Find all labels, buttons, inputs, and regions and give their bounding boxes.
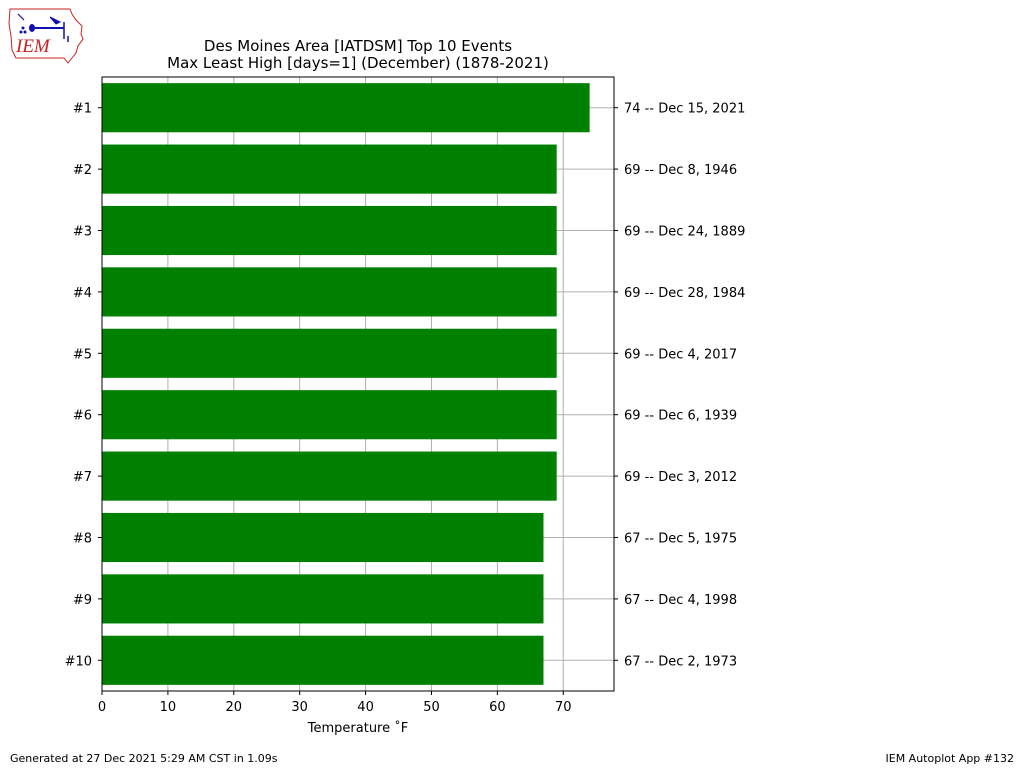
right-tick-label: 69 -- Dec 3, 2012 bbox=[624, 470, 737, 485]
y-tick-label: #8 bbox=[73, 532, 92, 547]
x-tick-label: 10 bbox=[160, 700, 177, 715]
x-tick-label: 0 bbox=[98, 700, 106, 715]
bar bbox=[102, 144, 557, 194]
iem-logo-text: IEM bbox=[15, 36, 51, 57]
y-axis: #1 #2 #3 #4 #5 #6 #7 #8 #9 #10 bbox=[65, 102, 102, 669]
right-tick-label: 69 -- Dec 28, 1984 bbox=[624, 286, 745, 301]
bar bbox=[102, 512, 544, 563]
right-tick-label: 69 -- Dec 4, 2017 bbox=[624, 347, 737, 362]
bars bbox=[102, 83, 590, 685]
right-tick-label: 74 -- Dec 15, 2021 bbox=[624, 102, 745, 117]
weather-symbols-icon bbox=[17, 13, 69, 42]
chart-title-line2: Max Least High [days=1] (December) (1878… bbox=[167, 54, 549, 72]
x-tick-label: 20 bbox=[226, 700, 243, 715]
footer-generated: Generated at 27 Dec 2021 5:29 AM CST in … bbox=[10, 752, 278, 765]
bar bbox=[102, 451, 557, 501]
footer-app-id: IEM Autoplot App #132 bbox=[885, 752, 1015, 765]
right-labels: 74 -- Dec 15, 2021 69 -- Dec 8, 1946 69 --… bbox=[614, 102, 745, 669]
y-tick-label: #9 bbox=[73, 593, 92, 608]
bar bbox=[102, 328, 557, 378]
y-tick-label: #2 bbox=[73, 163, 92, 178]
y-tick-label: #6 bbox=[73, 409, 92, 424]
x-tick-label: 50 bbox=[423, 700, 440, 715]
iowa-outline-icon bbox=[8, 8, 84, 64]
bar bbox=[102, 635, 544, 685]
x-tick-label: 60 bbox=[489, 700, 506, 715]
y-tick-label: #5 bbox=[73, 347, 92, 362]
iem-logo: IEM bbox=[8, 8, 84, 64]
right-tick-label: 67 -- Dec 4, 1998 bbox=[624, 593, 737, 608]
bar bbox=[102, 83, 590, 133]
y-tick-label: #3 bbox=[73, 225, 92, 240]
plot-frame bbox=[101, 76, 615, 692]
x-tick-label: 40 bbox=[357, 700, 374, 715]
y-tick-label: #4 bbox=[73, 286, 92, 301]
x-tick-label: 30 bbox=[291, 700, 308, 715]
y-tick-label: #10 bbox=[65, 654, 92, 669]
right-tick-label: 67 -- Dec 2, 1973 bbox=[624, 654, 737, 669]
x-tick-label: 70 bbox=[555, 700, 572, 715]
y-tick-label: #1 bbox=[73, 102, 92, 117]
x-axis-label: Temperature ˚F bbox=[307, 720, 408, 736]
chart-title-line1: Des Moines Area [IATDSM] Top 10 Events bbox=[203, 37, 513, 55]
right-tick-label: 69 -- Dec 24, 1889 bbox=[624, 225, 745, 240]
right-tick-label: 69 -- Dec 6, 1939 bbox=[624, 409, 737, 424]
y-tick-label: #7 bbox=[73, 470, 92, 485]
bar bbox=[102, 574, 544, 624]
bar bbox=[102, 267, 557, 317]
bar bbox=[102, 205, 557, 256]
bar bbox=[102, 390, 557, 440]
right-tick-label: 67 -- Dec 5, 1975 bbox=[624, 532, 737, 547]
x-axis: 0 10 20 30 40 50 60 70 bbox=[98, 691, 572, 715]
right-tick-label: 69 -- Dec 8, 1946 bbox=[624, 163, 737, 178]
